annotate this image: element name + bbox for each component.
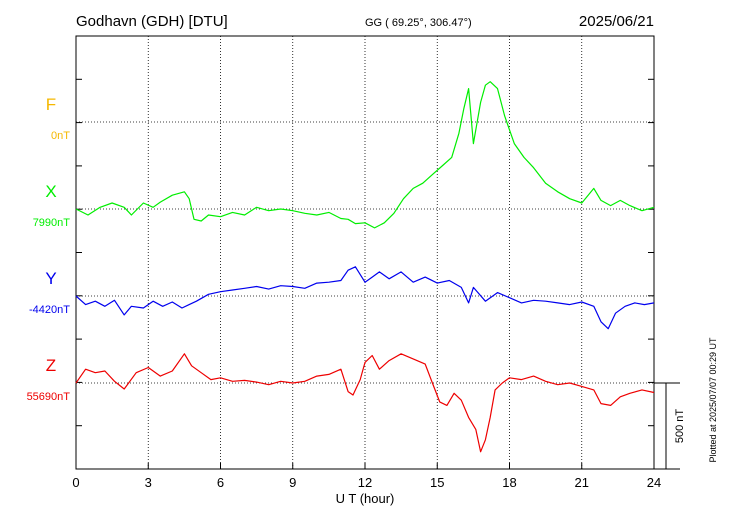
x-tick-label: 6 <box>217 475 224 490</box>
series-name-f: F <box>46 95 56 114</box>
x-tick-label: 18 <box>502 475 516 490</box>
x-tick-label: 21 <box>575 475 589 490</box>
scale-bar-label: 500 nT <box>674 409 686 444</box>
series-name-z: Z <box>46 356 56 375</box>
series-line-z <box>75 353 655 453</box>
series-baseline-f: 0nT <box>51 130 70 142</box>
axis-ticks: 0 3 6 9 12 15 18 21 24 <box>72 35 661 490</box>
series-baseline-x: 7990nT <box>33 217 71 229</box>
chart-date: 2025/06/21 <box>579 13 654 30</box>
x-axis-label: U T (hour) <box>336 491 395 506</box>
x-tick-label: 15 <box>430 475 444 490</box>
series-labels: F 0nT X 7990nT Y -4420nT Z 55690nT <box>27 95 71 403</box>
series-name-x: X <box>45 182 56 201</box>
station-coords: GG ( 69.25°, 306.47°) <box>365 17 472 29</box>
plotted-timestamp: Plotted at 2025/07/07 00:29 UT <box>708 337 718 463</box>
scale-bar: 500 nT <box>654 382 686 470</box>
series-line-y <box>75 266 655 330</box>
x-tick-label: 9 <box>289 475 296 490</box>
x-tick-label: 12 <box>358 475 372 490</box>
x-tick-label: 24 <box>647 475 661 490</box>
series-group <box>75 81 655 453</box>
series-baseline-z: 55690nT <box>27 391 71 403</box>
x-tick-label: 3 <box>145 475 152 490</box>
series-name-y: Y <box>45 269 56 288</box>
series-baseline-y: -4420nT <box>29 304 70 316</box>
station-title: Godhavn (GDH) [DTU] <box>76 13 228 30</box>
series-line-x <box>75 81 655 229</box>
grid-lines <box>76 36 654 469</box>
x-tick-label: 0 <box>72 475 79 490</box>
